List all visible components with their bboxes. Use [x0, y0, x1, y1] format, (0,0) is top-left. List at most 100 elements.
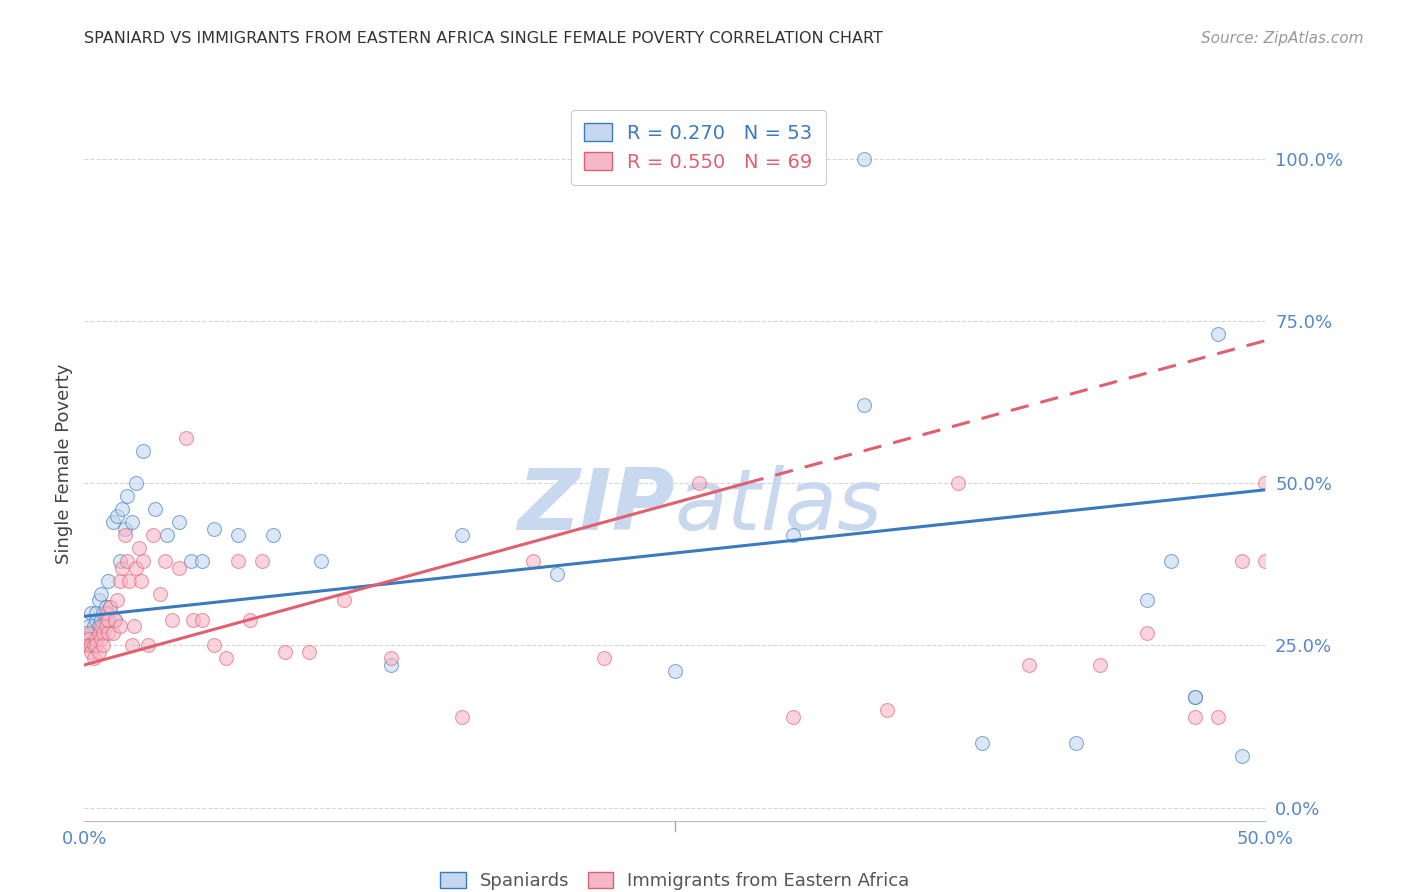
- Point: [688, 476, 710, 491]
- Point: [202, 639, 225, 653]
- Point: [522, 554, 544, 568]
- Point: [77, 632, 100, 646]
- Point: [546, 567, 568, 582]
- Point: [132, 554, 155, 568]
- Point: [90, 632, 112, 646]
- Point: [1184, 690, 1206, 705]
- Point: [1018, 657, 1040, 672]
- Point: [309, 554, 332, 568]
- Point: [90, 586, 112, 600]
- Point: [226, 554, 249, 568]
- Point: [262, 528, 284, 542]
- Point: [107, 593, 129, 607]
- Point: [121, 639, 143, 653]
- Point: [129, 574, 152, 588]
- Point: [108, 554, 131, 568]
- Point: [94, 613, 117, 627]
- Point: [91, 619, 114, 633]
- Point: [84, 632, 107, 646]
- Point: [94, 606, 117, 620]
- Point: [97, 574, 120, 588]
- Text: SPANIARD VS IMMIGRANTS FROM EASTERN AFRICA SINGLE FEMALE POVERTY CORRELATION CHA: SPANIARD VS IMMIGRANTS FROM EASTERN AFRI…: [84, 31, 883, 46]
- Point: [84, 606, 107, 620]
- Point: [1206, 710, 1229, 724]
- Y-axis label: Single Female Poverty: Single Female Poverty: [55, 364, 73, 564]
- Point: [76, 639, 98, 653]
- Point: [91, 639, 114, 653]
- Point: [1136, 593, 1159, 607]
- Point: [167, 560, 190, 574]
- Text: Source: ZipAtlas.com: Source: ZipAtlas.com: [1201, 31, 1364, 46]
- Point: [115, 489, 138, 503]
- Point: [153, 554, 176, 568]
- Point: [142, 528, 165, 542]
- Point: [451, 710, 474, 724]
- Point: [1254, 554, 1277, 568]
- Point: [90, 613, 112, 627]
- Point: [107, 508, 129, 523]
- Point: [852, 152, 875, 166]
- Point: [143, 502, 166, 516]
- Point: [156, 528, 179, 542]
- Point: [1136, 625, 1159, 640]
- Point: [115, 554, 138, 568]
- Point: [128, 541, 150, 556]
- Point: [97, 613, 120, 627]
- Point: [181, 613, 204, 627]
- Point: [132, 443, 155, 458]
- Point: [125, 476, 148, 491]
- Point: [191, 613, 214, 627]
- Point: [108, 574, 131, 588]
- Point: [111, 560, 134, 574]
- Point: [87, 645, 110, 659]
- Point: [1184, 710, 1206, 724]
- Point: [104, 613, 127, 627]
- Point: [83, 632, 105, 646]
- Point: [84, 613, 107, 627]
- Point: [1230, 748, 1253, 763]
- Point: [380, 657, 402, 672]
- Point: [782, 710, 804, 724]
- Point: [948, 476, 970, 491]
- Point: [1066, 736, 1088, 750]
- Point: [80, 639, 103, 653]
- Point: [94, 599, 117, 614]
- Point: [76, 625, 98, 640]
- Point: [1088, 657, 1111, 672]
- Point: [83, 639, 105, 653]
- Point: [380, 651, 402, 665]
- Point: [77, 639, 100, 653]
- Point: [83, 651, 105, 665]
- Legend: Spaniards, Immigrants from Eastern Africa: Spaniards, Immigrants from Eastern Afric…: [433, 864, 917, 892]
- Point: [852, 399, 875, 413]
- Point: [593, 651, 616, 665]
- Point: [180, 554, 202, 568]
- Point: [111, 502, 134, 516]
- Point: [122, 619, 145, 633]
- Text: ZIP: ZIP: [517, 465, 675, 549]
- Point: [333, 593, 356, 607]
- Point: [114, 528, 136, 542]
- Point: [80, 606, 103, 620]
- Point: [1206, 327, 1229, 342]
- Point: [80, 625, 103, 640]
- Point: [226, 528, 249, 542]
- Point: [160, 613, 183, 627]
- Point: [94, 619, 117, 633]
- Point: [87, 625, 110, 640]
- Point: [1160, 554, 1182, 568]
- Point: [298, 645, 321, 659]
- Point: [250, 554, 273, 568]
- Point: [118, 574, 141, 588]
- Point: [84, 639, 107, 653]
- Point: [1184, 690, 1206, 705]
- Point: [239, 613, 262, 627]
- Point: [91, 625, 114, 640]
- Point: [664, 665, 686, 679]
- Point: [136, 639, 159, 653]
- Point: [76, 625, 98, 640]
- Point: [451, 528, 474, 542]
- Point: [108, 619, 131, 633]
- Point: [1254, 476, 1277, 491]
- Point: [782, 528, 804, 542]
